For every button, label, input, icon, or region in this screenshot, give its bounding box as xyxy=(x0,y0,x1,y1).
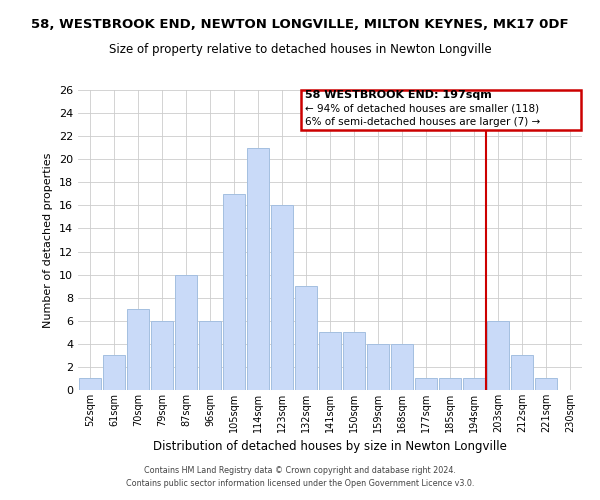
FancyBboxPatch shape xyxy=(301,90,581,130)
Text: 58, WESTBROOK END, NEWTON LONGVILLE, MILTON KEYNES, MK17 0DF: 58, WESTBROOK END, NEWTON LONGVILLE, MIL… xyxy=(31,18,569,30)
Bar xyxy=(343,332,365,390)
Text: 6% of semi-detached houses are larger (7) →: 6% of semi-detached houses are larger (7… xyxy=(305,118,540,128)
Bar xyxy=(439,378,461,390)
Bar xyxy=(463,378,485,390)
Bar xyxy=(247,148,269,390)
Bar xyxy=(319,332,341,390)
Bar xyxy=(367,344,389,390)
Bar xyxy=(223,194,245,390)
Bar xyxy=(511,356,533,390)
Bar xyxy=(103,356,125,390)
Bar xyxy=(415,378,437,390)
Bar xyxy=(391,344,413,390)
Bar xyxy=(127,309,149,390)
Bar xyxy=(295,286,317,390)
Text: ← 94% of detached houses are smaller (118): ← 94% of detached houses are smaller (11… xyxy=(305,104,539,114)
Y-axis label: Number of detached properties: Number of detached properties xyxy=(43,152,53,328)
Bar xyxy=(175,274,197,390)
Text: 58 WESTBROOK END: 197sqm: 58 WESTBROOK END: 197sqm xyxy=(305,90,491,101)
Bar xyxy=(79,378,101,390)
Bar xyxy=(487,321,509,390)
Bar xyxy=(151,321,173,390)
Text: Contains HM Land Registry data © Crown copyright and database right 2024.
Contai: Contains HM Land Registry data © Crown c… xyxy=(126,466,474,487)
Text: Size of property relative to detached houses in Newton Longville: Size of property relative to detached ho… xyxy=(109,42,491,56)
Bar xyxy=(535,378,557,390)
Bar xyxy=(271,206,293,390)
X-axis label: Distribution of detached houses by size in Newton Longville: Distribution of detached houses by size … xyxy=(153,440,507,454)
Bar xyxy=(199,321,221,390)
